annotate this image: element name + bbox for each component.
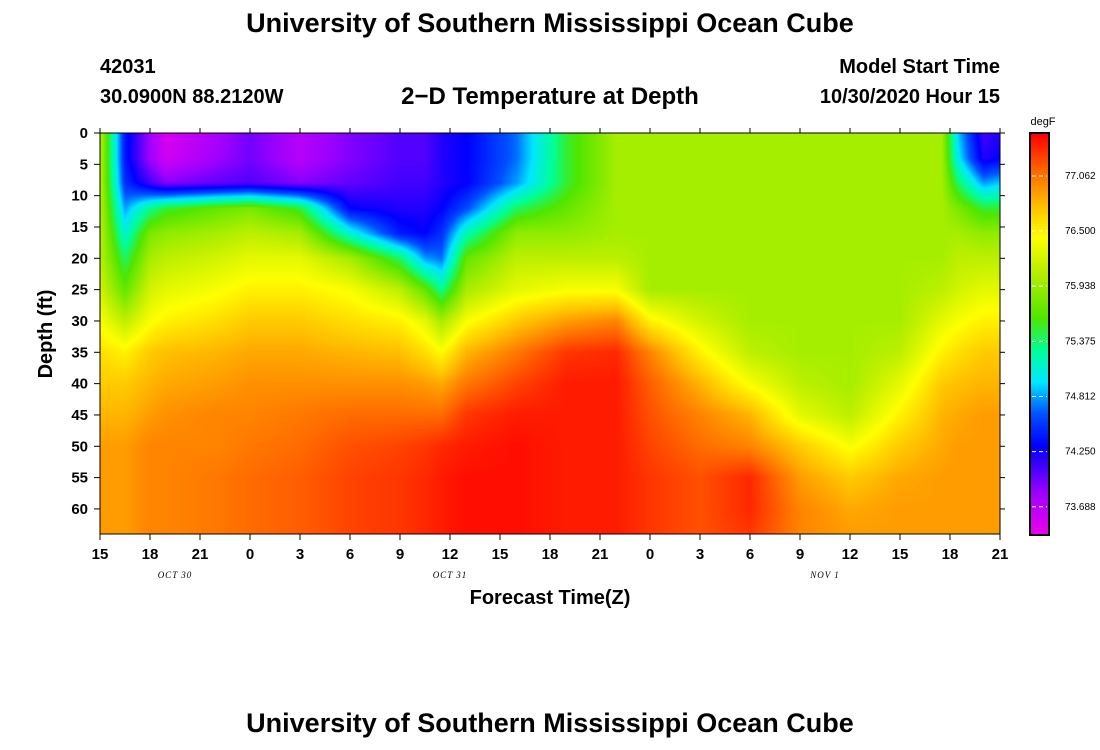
x-tick-label: 3 [696,546,704,563]
y-tick-label: 15 [71,219,88,236]
y-tick-label: 30 [71,313,88,330]
x-tick-label: 15 [492,546,509,563]
x-tick-label: 12 [442,546,459,563]
heatmap-image [100,133,1000,534]
model-start-value: 10/30/2020 Hour 15 [819,86,1000,108]
x-tick-label: 15 [892,546,909,563]
station-coordinates: 30.0900N 88.2120W [100,86,284,108]
x-tick-label: 3 [296,546,304,563]
y-tick-label: 0 [80,125,88,142]
colorbar-unit: degF [1030,116,1055,128]
y-tick-label: 60 [71,501,88,518]
chart-title: 2−D Temperature at Depth [401,83,699,110]
y-tick-label: 55 [71,470,88,487]
y-axis-label: Depth (ft) [35,290,57,379]
y-tick-label: 25 [71,282,88,299]
date-label: NOV 1 [809,570,840,580]
footer-title: University of Southern Mississippi Ocean… [246,708,854,738]
colorbar-tick-label: 73.688 [1065,502,1096,513]
x-tick-label: 21 [592,546,609,563]
y-tick-label: 10 [71,188,88,205]
x-tick-label: 9 [396,546,404,563]
colorbar-tick-label: 74.812 [1065,392,1096,403]
colorbar-tick-label: 77.062 [1065,171,1096,182]
x-tick-label: 6 [746,546,754,563]
x-tick-label: 15 [92,546,109,563]
y-tick-label: 35 [71,344,88,361]
colorbar-gradient [1030,133,1049,535]
x-axis-label: Forecast Time(Z) [470,587,631,609]
date-label: OCT 30 [158,570,193,580]
station-id: 42031 [100,56,156,78]
y-tick-label: 20 [71,250,88,267]
colorbar: 73.688 74.250 74.812 75.375 75.938 76.500 77.0… [1029,132,1096,536]
colorbar-tick-label: 75.938 [1065,281,1096,292]
x-tick-label: 12 [842,546,859,563]
page-title: University of Southern Mississippi Ocean… [246,8,854,38]
x-tick-label: 9 [796,546,804,563]
colorbar-tick-label: 74.250 [1065,447,1096,458]
x-tick-label: 21 [192,546,209,563]
x-tick-label: 0 [246,546,254,563]
x-tick-label: 18 [942,546,959,563]
x-tick-label: 21 [992,546,1009,563]
colorbar-tick-label: 76.500 [1065,226,1096,237]
heatmap-plot [99,132,1001,535]
x-tick-label: 6 [346,546,354,563]
model-start-label: Model Start Time [839,56,1000,78]
date-label: OCT 31 [433,570,468,580]
y-tick-label: 5 [80,156,88,173]
colorbar-tick-label: 75.375 [1065,336,1096,347]
y-tick-label: 40 [71,376,88,393]
y-tick-label: 50 [71,438,88,455]
x-tick-label: 18 [542,546,559,563]
x-tick-label: 18 [142,546,159,563]
y-tick-label: 45 [71,407,88,424]
x-tick-label: 0 [646,546,654,563]
colorbar-frame [1029,132,1050,536]
